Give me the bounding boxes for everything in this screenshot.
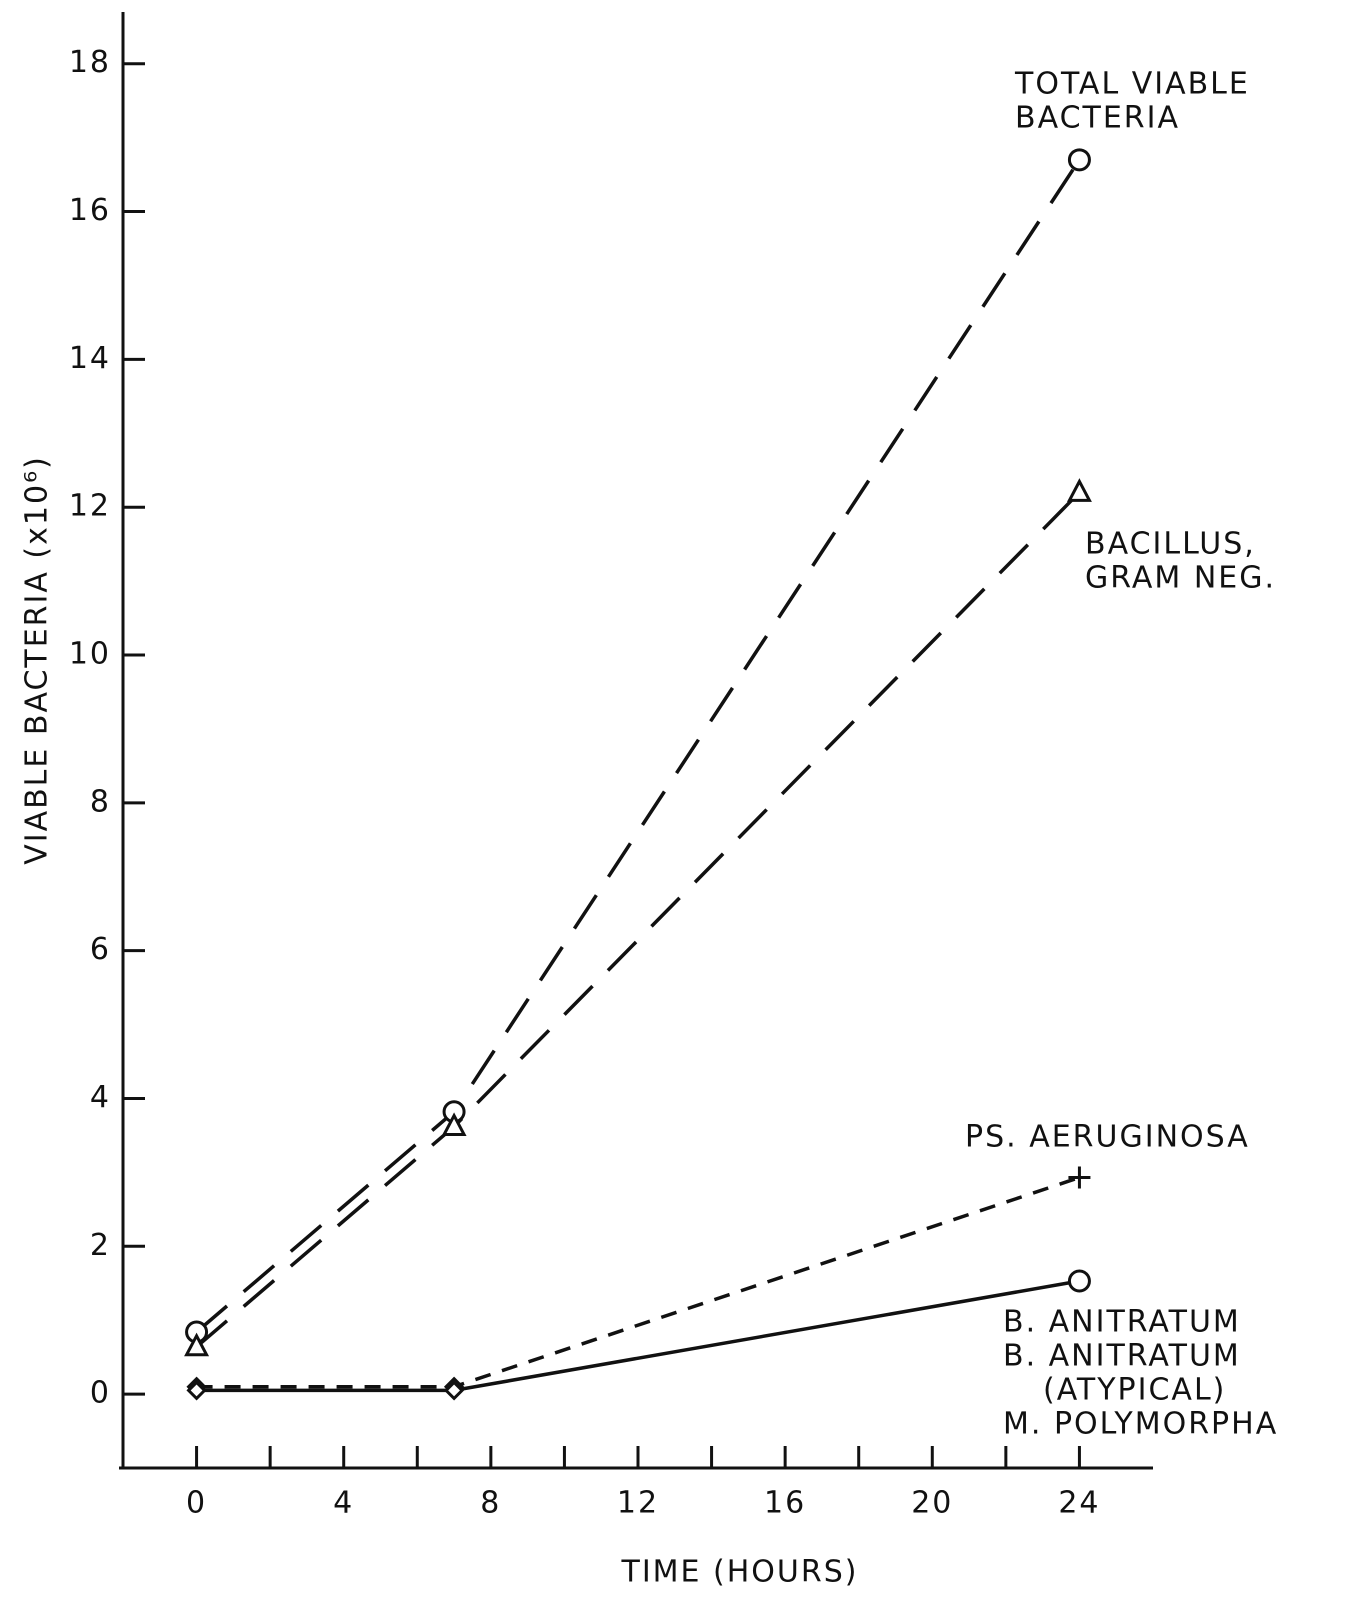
- x-tick-label: 20: [911, 1486, 953, 1521]
- point: [443, 1380, 465, 1401]
- x-tick-label: 16: [764, 1486, 806, 1521]
- y-tick-label: 18: [69, 45, 111, 80]
- series-label: B. ANITRATUM: [1003, 1305, 1241, 1340]
- y-tick-label: 14: [69, 341, 111, 376]
- series-label: B. ANITRATUM: [1003, 1339, 1241, 1374]
- point: [441, 1112, 467, 1137]
- series-line: [196, 1279, 1080, 1393]
- series-label: (ATYPICAL): [1043, 1373, 1226, 1408]
- y-tick-label: 10: [69, 637, 111, 672]
- y-tick-label: 4: [90, 1080, 111, 1115]
- x-tick-label: 24: [1058, 1486, 1100, 1521]
- series-label: TOTAL VIABLE: [1014, 67, 1250, 102]
- point: [1068, 1166, 1091, 1189]
- x-tick-label: 8: [480, 1486, 501, 1521]
- series-line: [195, 491, 1081, 1349]
- series-label: GRAM NEG.: [1085, 561, 1276, 596]
- y-tick-label: 16: [69, 193, 111, 228]
- y-axis-title: VIABLE BACTERIA (x10⁶): [20, 455, 55, 865]
- series-label: BACILLUS,: [1085, 527, 1256, 562]
- x-tick-label: 4: [333, 1486, 354, 1521]
- x-tick-label: 12: [617, 1486, 659, 1521]
- y-tick-label: 8: [90, 784, 111, 819]
- point: [184, 1332, 210, 1357]
- series-label: PS. AERUGINOSA: [965, 1120, 1250, 1155]
- x-axis-title: TIME (HOURS): [621, 1555, 859, 1590]
- y-tick-label: 2: [90, 1228, 111, 1263]
- series-line: [195, 158, 1081, 1334]
- y-tick-label: 6: [90, 932, 111, 967]
- y-tick-label: 12: [69, 489, 111, 524]
- point: [1067, 1269, 1091, 1293]
- x-tick-label: 0: [186, 1486, 207, 1521]
- series-label: M. POLYMORPHA: [1003, 1407, 1278, 1442]
- point: [186, 1380, 207, 1401]
- point: [1066, 478, 1092, 502]
- point: [1067, 148, 1091, 172]
- series-line: [196, 1175, 1080, 1389]
- y-tick-label: 0: [90, 1376, 111, 1411]
- series-label: BACTERIA: [1015, 101, 1180, 136]
